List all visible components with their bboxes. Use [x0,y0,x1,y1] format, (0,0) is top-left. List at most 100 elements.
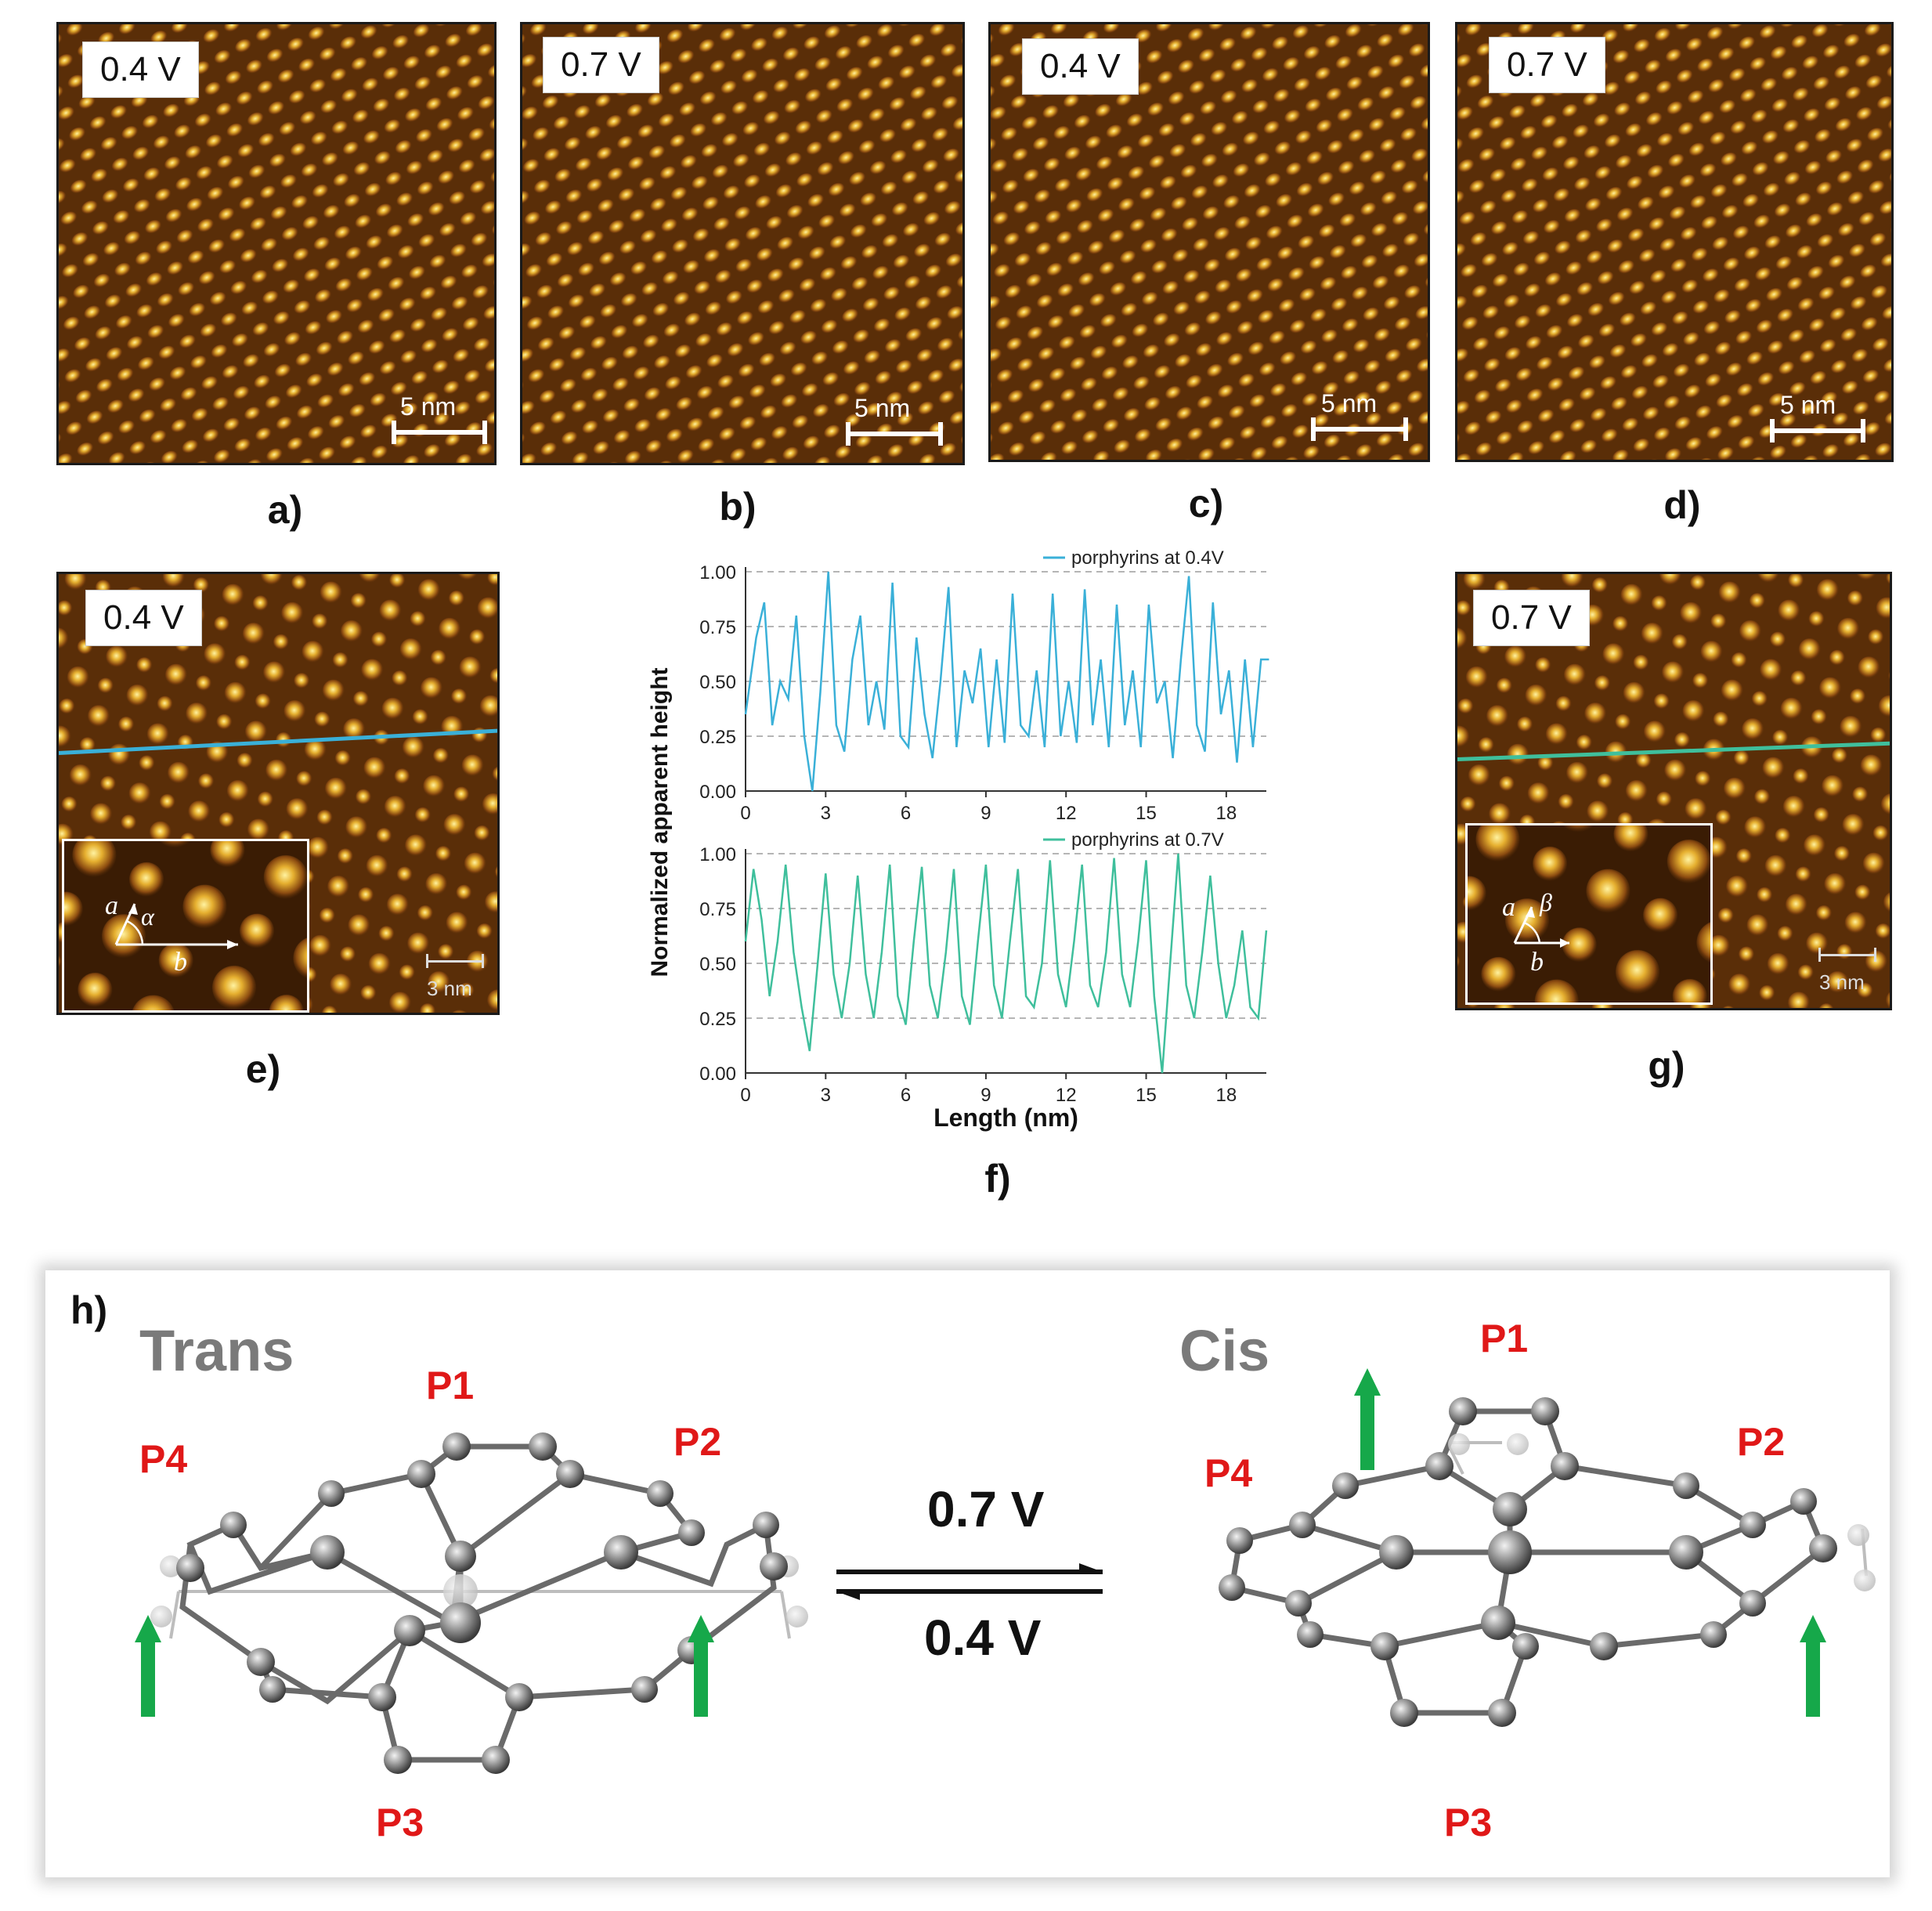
x-tick-label: 18 [1215,803,1237,824]
voltage-label: 0.4 V [85,590,202,646]
stm-image-e: 0.4 V a α b 3 nm [56,572,500,1015]
y-axis-label: Normalized apparent height [647,667,673,977]
pyrrole-label-p4: P4 [139,1437,188,1481]
scale-bar [426,954,484,968]
stm-lattice [991,24,1428,460]
x-tick-label: 3 [821,1085,831,1106]
panel-label-a: a) [267,488,303,532]
pyrrole-label-p3: P3 [1444,1801,1493,1844]
voltage-label: 0.7 V [1489,37,1605,93]
reverse-voltage-label: 0.4 V [924,1609,1042,1666]
stm-image-c: 0.4 V 5 nm [988,22,1430,462]
scale-bar-label: 5 nm [1780,391,1836,419]
angle-alpha-label: α [141,902,154,930]
x-tick-label: 15 [1136,1085,1157,1106]
panel-label-d: d) [1663,483,1701,527]
panel-label-b: b) [719,485,757,529]
vector-a-label: a [1502,893,1515,922]
y-tick-label: 0.25 [699,1009,736,1030]
scale-bar-label: 3 nm [1819,970,1865,994]
panel-label-c: c) [1188,482,1224,526]
cis-molecule [1219,1368,1876,1727]
y-tick-label: 1.00 [699,844,736,865]
scale-bar-label: 5 nm [400,392,457,421]
x-tick-label: 0 [740,1085,750,1106]
arrow-up-icon [688,1615,714,1717]
pyrrole-label-p1: P1 [1480,1317,1529,1360]
x-tick-label: 6 [901,1085,911,1106]
x-axis-label: Length (nm) [933,1104,1078,1132]
x-tick-label: 12 [1056,1085,1077,1106]
panel-label-g: g) [1648,1044,1685,1088]
pyrrole-label-p4: P4 [1204,1451,1253,1495]
vector-b-label: b [174,948,187,977]
y-tick-label: 1.00 [699,562,736,583]
forward-voltage-label: 0.7 V [927,1481,1045,1537]
voltage-label: 0.7 V [1473,590,1590,646]
panel-label-h: h) [70,1288,108,1332]
cis-label: Cis [1179,1318,1270,1383]
stm-image-g: 0.7 V a β b 3 nm [1455,572,1892,1010]
stm-lattice [522,24,962,463]
atoms [176,1432,788,1774]
y-tick-label: 0.50 [699,672,736,693]
stm-image-b: 0.7 V 5 nm [520,22,965,465]
panel-label-e: e) [245,1047,281,1091]
pyrrole-label-p2: P2 [673,1420,722,1464]
scale-bar [392,421,487,444]
vector-a-label: a [105,891,118,920]
scale-bar [846,422,943,446]
pyrrole-label-p2: P2 [1737,1420,1786,1464]
scale-bar [1311,417,1408,441]
inset-lattice [64,841,307,1010]
x-tick-label: 3 [821,803,831,824]
angle-arc [1523,921,1541,944]
x-tick-label: 12 [1056,803,1077,824]
trans-label: Trans [139,1318,294,1383]
scale-bar-label: 5 nm [854,394,911,422]
angle-arc [126,919,144,945]
pyrrole-label-p1: P1 [426,1364,475,1407]
x-tick-label: 15 [1136,803,1157,824]
scale-bar [1770,419,1865,443]
arrow-up-icon [1354,1368,1381,1470]
line-profile-chart: 0.000.250.500.751.000 3 6 9 12 15 18porphyrins… [647,547,1269,1132]
y-tick-label: 0.75 [699,899,736,920]
x-tick-label: 18 [1215,1085,1237,1106]
voltage-label: 0.7 V [543,37,659,93]
series-line [744,853,1268,1074]
voltage-label: 0.4 V [1022,38,1139,95]
pyrrole-label-p3: P3 [376,1801,424,1844]
y-tick-label: 0.50 [699,954,736,975]
stm-image-a: 0.4 V 5 nm [56,22,497,465]
series-line [744,571,1269,792]
angle-beta-label: β [1540,888,1552,916]
voltage-label: 0.4 V [82,42,199,98]
scale-bar-label: 5 nm [1321,389,1378,417]
y-tick-label: 0.00 [699,1064,736,1085]
y-tick-label: 0.75 [699,617,736,638]
atoms [1219,1397,1837,1727]
vector-b-label: b [1530,948,1544,977]
arrow-up-icon [135,1615,161,1717]
x-tick-label: 0 [740,803,750,824]
x-tick-label: 9 [980,1085,991,1106]
scale-bar [1818,948,1876,962]
legend-label: porphyrins at 0.7V [1071,829,1224,851]
trans-molecule [135,1432,808,1774]
scale-bar-label: 3 nm [427,977,472,1000]
y-tick-label: 0.00 [699,782,736,803]
zoom-inset: a β b [1465,823,1713,1005]
legend-label: porphyrins at 0.4V [1071,547,1224,569]
x-tick-label: 6 [901,803,911,824]
x-tick-label: 9 [980,803,991,824]
stm-image-d: 0.7 V 5 nm [1455,22,1894,462]
inset-lattice [1468,825,1710,1002]
arrow-up-icon [1800,1615,1826,1717]
conformation-scheme: h) Trans Cis [45,1270,1890,1877]
y-tick-label: 0.25 [699,727,736,748]
panel-label-f: f) [984,1157,1011,1201]
equilibrium-arrows [836,1563,1103,1600]
zoom-inset: a α b [62,839,309,1013]
stm-lattice [1457,24,1891,460]
